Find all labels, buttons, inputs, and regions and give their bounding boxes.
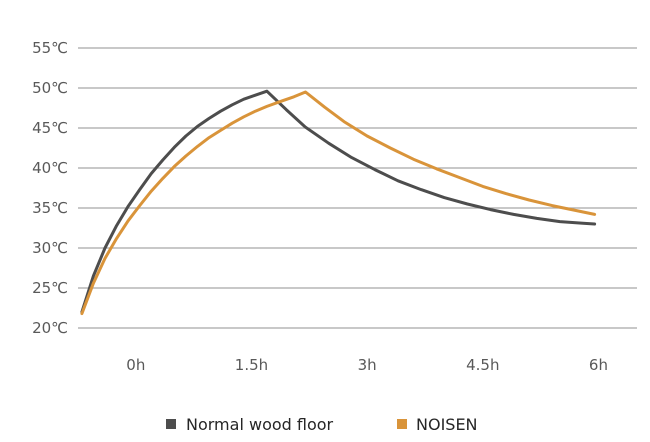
x-tick-label: 0h <box>126 356 145 374</box>
legend-label-normal-wood-floor: Normal wood floor <box>186 415 334 434</box>
legend: Normal wood floor NOISEN <box>166 415 478 434</box>
x-tick-label: 6h <box>589 356 608 374</box>
y-tick-label: 55℃ <box>32 39 68 57</box>
y-tick-label: 20℃ <box>32 319 68 337</box>
y-tick-label: 30℃ <box>32 239 68 257</box>
x-tick-label: 1.5h <box>235 356 268 374</box>
y-tick-label: 35℃ <box>32 199 68 217</box>
series-line-noisen <box>80 90 597 316</box>
legend-swatch-normal-wood-floor <box>166 419 176 429</box>
x-tick-label: 4.5h <box>466 356 499 374</box>
y-axis-ticks: 20℃ 25℃ 30℃ 35℃ 40℃ 45℃ 50℃ 55℃ <box>32 39 68 337</box>
legend-swatch-noisen <box>397 419 407 429</box>
gridlines <box>78 47 637 329</box>
legend-label-noisen: NOISEN <box>416 415 478 434</box>
y-tick-label: 45℃ <box>32 119 68 137</box>
y-tick-label: 40℃ <box>32 159 68 177</box>
y-tick-label: 50℃ <box>32 79 68 97</box>
series-lines <box>80 89 597 316</box>
y-tick-label: 25℃ <box>32 279 68 297</box>
x-axis-ticks: 0h 1.5h 3h 4.5h 6h <box>126 356 608 374</box>
x-tick-label: 3h <box>358 356 377 374</box>
series-line-normal-wood-floor <box>80 89 597 314</box>
